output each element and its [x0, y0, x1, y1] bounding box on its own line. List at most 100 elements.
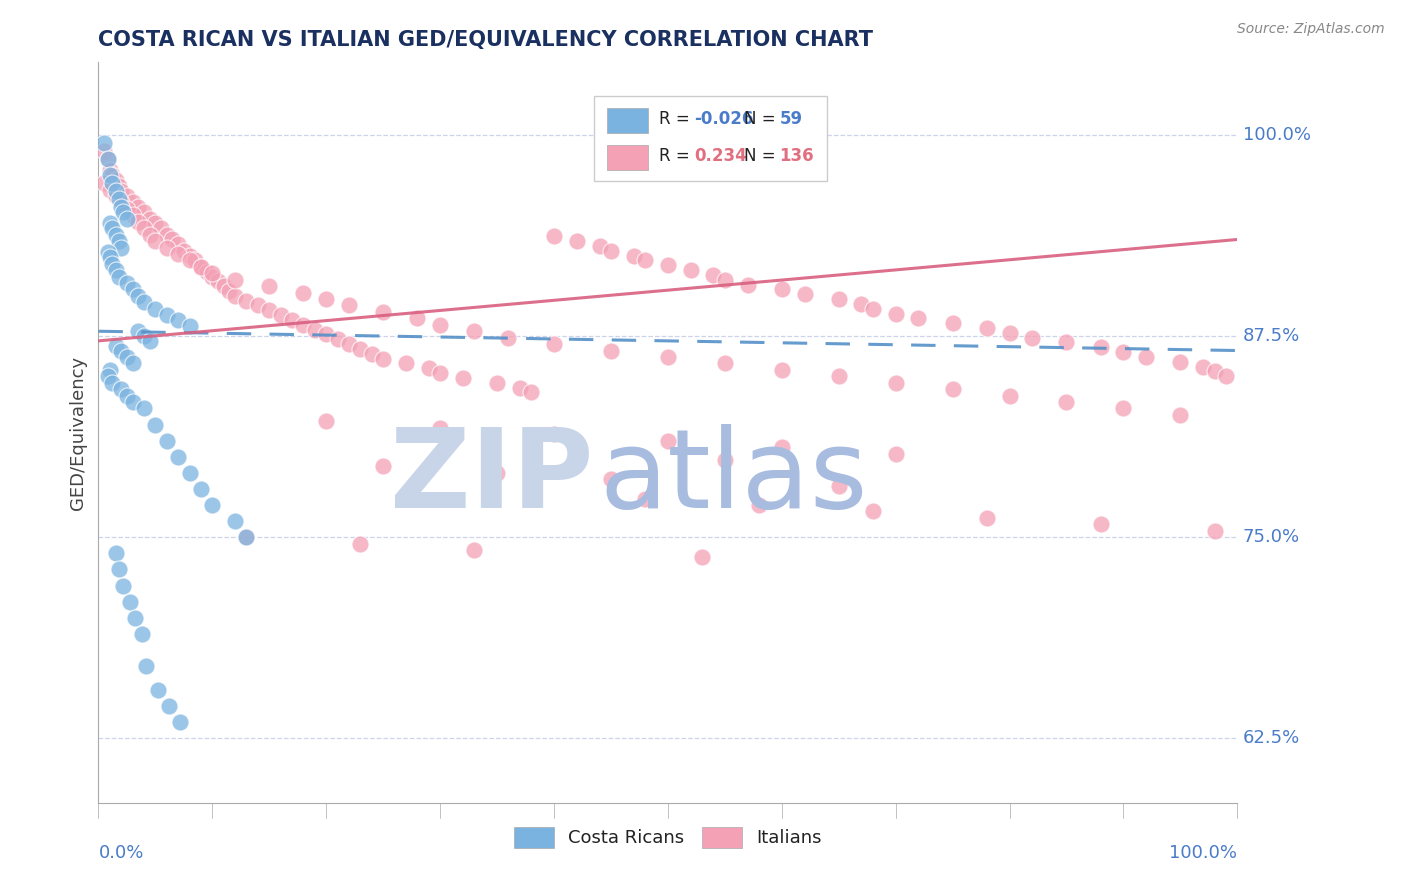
Text: N =: N =: [744, 111, 780, 128]
Point: [246, 298, 269, 312]
Point: [112, 205, 135, 219]
Point: [429, 421, 451, 435]
Point: [120, 594, 142, 608]
Point: [371, 459, 394, 474]
Point: [132, 401, 155, 416]
Point: [115, 276, 138, 290]
Point: [1204, 364, 1226, 378]
Point: [600, 244, 623, 258]
Point: [224, 289, 246, 303]
Point: [418, 361, 440, 376]
Point: [132, 205, 155, 219]
Point: [451, 371, 474, 385]
Point: [156, 308, 179, 322]
Point: [884, 306, 907, 320]
Point: [121, 395, 143, 409]
Point: [157, 699, 180, 714]
Point: [770, 282, 793, 296]
Point: [127, 324, 149, 338]
Point: [104, 339, 127, 353]
Point: [162, 232, 184, 246]
Point: [145, 301, 167, 316]
Point: [190, 260, 212, 274]
Point: [98, 183, 121, 197]
Point: [292, 318, 315, 332]
Point: [326, 332, 349, 346]
Point: [98, 163, 121, 178]
Text: 0.0%: 0.0%: [98, 844, 143, 862]
Point: [862, 301, 884, 316]
Point: [770, 363, 793, 377]
Point: [1170, 355, 1192, 369]
Point: [101, 376, 124, 390]
Point: [600, 343, 623, 358]
Point: [207, 274, 229, 288]
Point: [907, 311, 929, 326]
Point: [543, 229, 565, 244]
Point: [1054, 335, 1078, 350]
Point: [201, 269, 224, 284]
Point: [259, 303, 281, 318]
Point: [429, 318, 451, 332]
Text: 75.0%: 75.0%: [1243, 528, 1301, 546]
Point: [884, 446, 907, 460]
Point: [702, 268, 724, 282]
Point: [104, 227, 127, 242]
Point: [115, 211, 138, 226]
Point: [486, 376, 509, 390]
Point: [235, 293, 257, 308]
Point: [96, 245, 118, 260]
Point: [793, 287, 815, 301]
Point: [121, 195, 143, 210]
Point: [463, 324, 485, 338]
Point: [600, 472, 623, 486]
Text: Source: ZipAtlas.com: Source: ZipAtlas.com: [1237, 22, 1385, 37]
Point: [679, 263, 702, 277]
Point: [315, 292, 337, 306]
Point: [101, 168, 124, 182]
Point: [179, 253, 201, 268]
Point: [167, 237, 190, 252]
Point: [851, 297, 873, 311]
Y-axis label: GED/Equivalency: GED/Equivalency: [69, 356, 87, 509]
FancyBboxPatch shape: [607, 108, 648, 133]
Point: [108, 179, 131, 194]
Point: [201, 498, 224, 512]
Point: [224, 273, 246, 287]
Point: [998, 389, 1021, 403]
Point: [976, 321, 998, 335]
Point: [132, 221, 155, 235]
Point: [121, 282, 143, 296]
Point: [565, 234, 588, 248]
Point: [121, 356, 143, 370]
Point: [259, 279, 281, 293]
Point: [634, 491, 657, 506]
Point: [520, 485, 543, 500]
Point: [292, 285, 315, 300]
Point: [1112, 401, 1135, 416]
Point: [145, 417, 167, 432]
Point: [1135, 350, 1157, 364]
Point: [127, 289, 149, 303]
Point: [1215, 369, 1237, 384]
Point: [349, 536, 371, 550]
Point: [156, 227, 179, 242]
Point: [509, 380, 531, 394]
Point: [156, 434, 179, 448]
Point: [657, 258, 679, 272]
Point: [145, 216, 167, 230]
Point: [179, 249, 201, 263]
Point: [498, 331, 520, 345]
Point: [146, 683, 169, 698]
Point: [748, 498, 770, 512]
Point: [976, 511, 998, 525]
Point: [112, 578, 135, 592]
Point: [623, 249, 645, 263]
Point: [124, 610, 146, 624]
Point: [169, 715, 191, 730]
Point: [588, 239, 610, 253]
Point: [104, 546, 127, 560]
Point: [98, 363, 121, 377]
Point: [270, 308, 292, 322]
Point: [998, 326, 1021, 340]
